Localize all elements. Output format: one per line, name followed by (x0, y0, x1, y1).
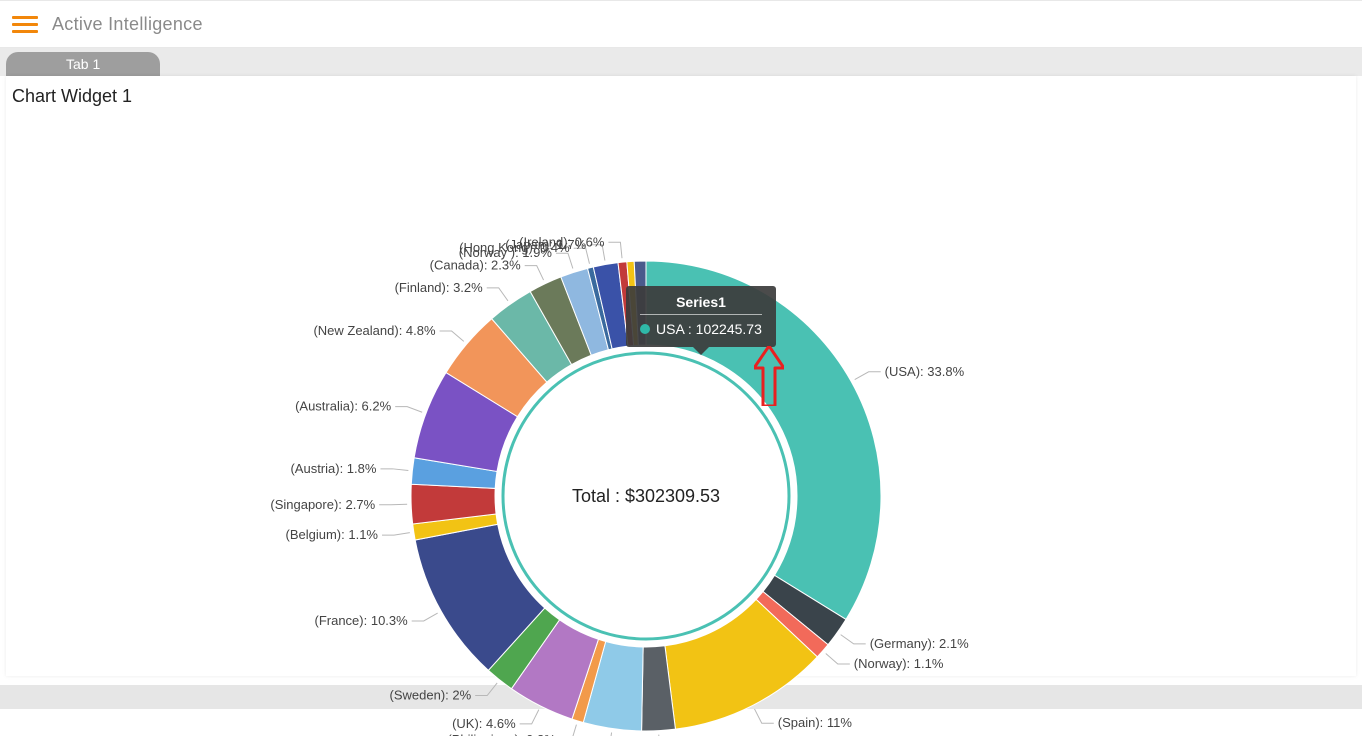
slice-label: (Austria): 1.8% (290, 461, 376, 476)
tooltip-arrow-icon (693, 347, 709, 355)
hamburger-icon[interactable] (12, 11, 38, 37)
widget-title: Chart Widget 1 (6, 76, 1356, 117)
slice-label: (Spain): 11% (778, 715, 853, 730)
tooltip-dot-icon (640, 324, 650, 334)
annotation-arrow-icon (754, 346, 784, 406)
slice-label: (Belgium): 1.1% (286, 527, 379, 542)
slice-label: (Singapore): 2.7% (270, 497, 375, 512)
slice-label: (Philippines): 0.8% (447, 732, 556, 736)
slice-label: (USA): 33.8% (885, 364, 965, 379)
slice-label: (Norway): 1.1% (854, 656, 944, 671)
chart-container: (USA): 33.8% (Germany): 2.1% (Norway): 1.1… (6, 116, 1356, 676)
donut-chart[interactable]: (USA): 33.8% (Germany): 2.1% (Norway): 1.1… (6, 116, 1356, 736)
slice-label: (UK): 4.6% (452, 716, 516, 731)
tooltip-title: Series1 (640, 294, 762, 315)
slice-label: (Germany): 2.1% (870, 636, 969, 651)
slice-label: (Sweden): 2% (390, 688, 472, 703)
topbar: Active Intelligence (0, 0, 1362, 48)
slice-label: (Ireland): 0.6% (519, 234, 605, 249)
chart-tooltip: Series1 USA : 102245.73 (626, 286, 776, 347)
slice-label: (New Zealand): 4.8% (313, 323, 436, 338)
slice-label: (Finland): 3.2% (395, 280, 484, 295)
tooltip-value: USA : 102245.73 (656, 321, 762, 337)
app-title: Active Intelligence (52, 14, 203, 35)
slice-label: (France): 10.3% (315, 613, 409, 628)
content-area: Chart Widget 1 (USA): 33.8% (Germany): 2.… (6, 76, 1356, 676)
tab-1[interactable]: Tab 1 (6, 52, 160, 76)
slice-label: (Australia): 6.2% (295, 399, 392, 414)
tabbar: Tab 1 (0, 48, 1362, 76)
chart-center-label: Total : $302309.53 (572, 486, 720, 506)
